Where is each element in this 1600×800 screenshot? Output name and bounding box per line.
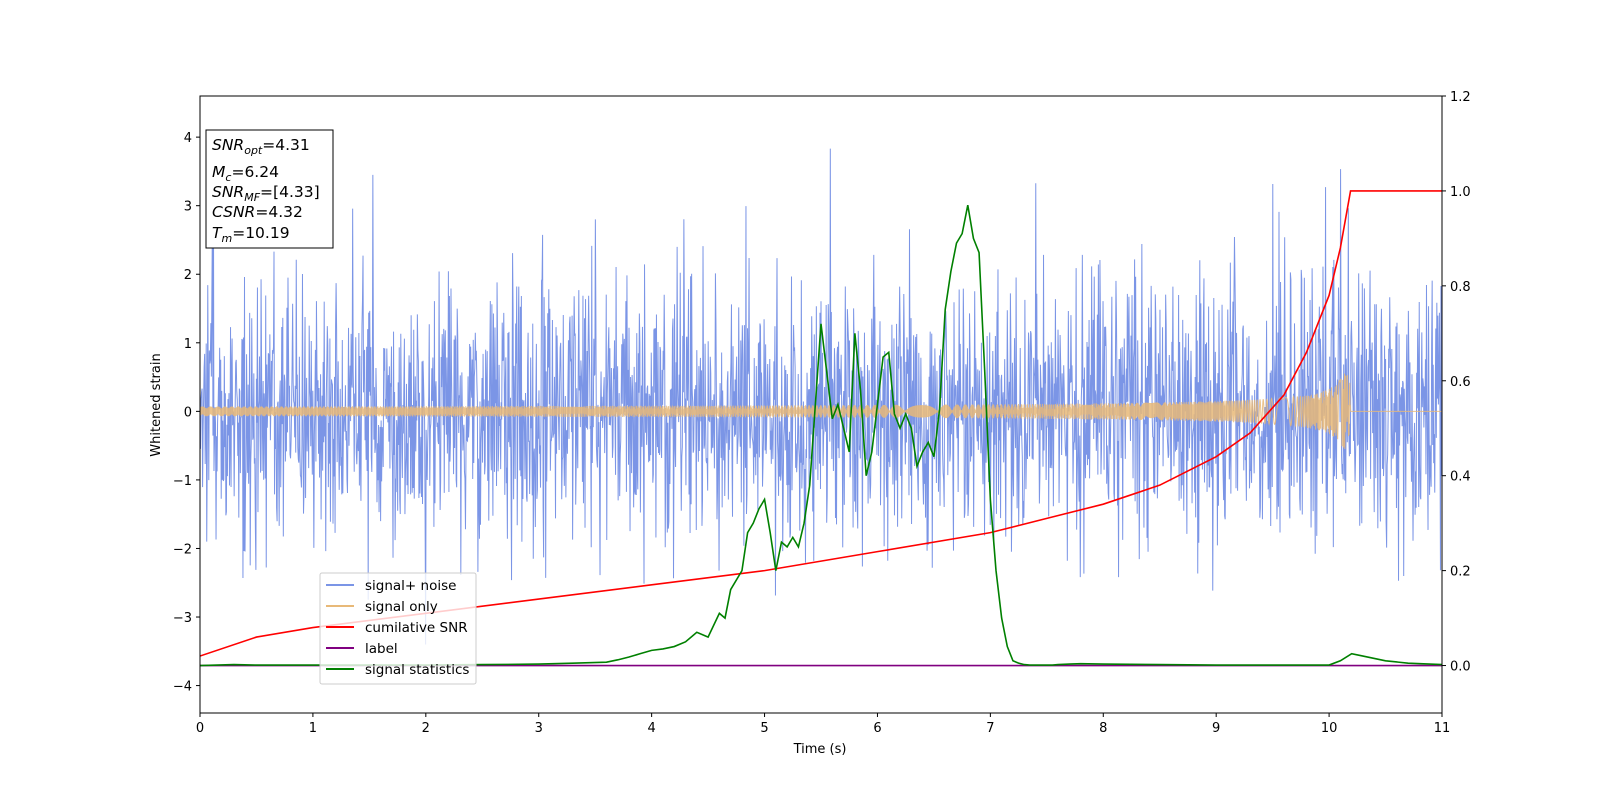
- x-tick-label: 0: [196, 721, 204, 736]
- y-left-tick-label: 2: [184, 268, 192, 283]
- x-tick-label: 7: [986, 721, 994, 736]
- info-snr-mf: SNRMF=[4.33]: [212, 183, 320, 204]
- info-box: SNRopt=4.31 Mc=6.24 SNRMF=[4.33] CSNR=4.…: [205, 129, 334, 249]
- y-right-tick-label: 0.0: [1450, 660, 1471, 675]
- axes-frame: [199, 95, 1443, 714]
- y-left-tick-label: 3: [184, 200, 192, 215]
- y-left-tick-label: −1: [173, 474, 192, 489]
- x-axis: 0 1 2 3 4 5 6 7 8 9 10 11: [196, 713, 1450, 736]
- x-axis-label: Time (s): [793, 742, 847, 757]
- y-right-tick-label: 1.2: [1450, 90, 1471, 105]
- x-tick-label: 5: [760, 721, 768, 736]
- y-left-tick-label: 4: [184, 131, 192, 146]
- y-left-tick-label: −3: [173, 611, 192, 626]
- x-tick-label: 6: [873, 721, 881, 736]
- legend-label-label: label: [365, 641, 398, 657]
- legend-label-signal-noise: signal+ noise: [365, 578, 456, 594]
- legend-item-label: label: [326, 641, 398, 657]
- legend-label-signal-statistics: signal statistics: [365, 662, 469, 678]
- y-axis-right: 0.0 0.2 0.4 0.6 0.8 1.0 1.2: [1442, 90, 1471, 675]
- x-tick-label: 4: [647, 721, 655, 736]
- y-right-tick-label: 1.0: [1450, 185, 1471, 200]
- series-signal-only-line: [200, 373, 1442, 450]
- y-right-tick-label: 0.2: [1450, 565, 1471, 580]
- x-tick-label: 8: [1099, 721, 1107, 736]
- legend-item-signal-noise: signal+ noise: [326, 578, 456, 594]
- info-csnr: CSNR=4.32: [212, 203, 303, 221]
- info-snr-opt: SNRopt=4.31: [212, 136, 310, 157]
- x-tick-label: 10: [1321, 721, 1338, 736]
- info-mc: Mc=6.24: [212, 163, 279, 184]
- x-tick-label: 11: [1434, 721, 1451, 736]
- legend-label-cumulative-snr: cumilative SNR: [365, 620, 468, 636]
- y-left-tick-label: 0: [184, 405, 192, 420]
- y-right-tick-label: 0.4: [1450, 470, 1471, 485]
- y-left-tick-label: −2: [173, 542, 192, 557]
- legend-item-cumulative-snr: cumilative SNR: [326, 620, 468, 636]
- legend: signal+ noise signal only cumilative SNR…: [319, 572, 477, 685]
- info-tm: Tm=10.19: [212, 224, 290, 245]
- series-signal-noise-line: [200, 148, 1442, 645]
- y-axis-left: −4 −3 −2 −1 0 1 2 3 4: [173, 131, 200, 695]
- y-right-tick-label: 0.8: [1450, 280, 1471, 295]
- y-axis-label: Whitened strain: [149, 353, 164, 456]
- legend-label-signal-only: signal only: [365, 599, 438, 615]
- y-left-tick-label: 1: [184, 337, 192, 352]
- x-tick-label: 9: [1212, 721, 1220, 736]
- series-signal-statistics-line: [200, 205, 1442, 667]
- y-right-tick-label: 0.6: [1450, 375, 1471, 390]
- legend-item-signal-only: signal only: [326, 599, 438, 615]
- y-left-tick-label: −4: [173, 680, 192, 695]
- x-tick-label: 2: [422, 721, 430, 736]
- x-tick-label: 1: [309, 721, 317, 736]
- legend-item-signal-statistics: signal statistics: [326, 662, 469, 678]
- x-tick-label: 3: [535, 721, 543, 736]
